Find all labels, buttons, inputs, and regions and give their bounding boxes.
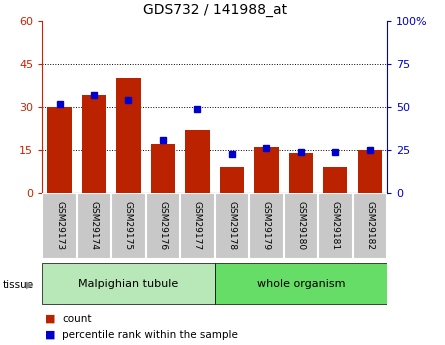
Bar (82, 96, 106, 193)
Text: GSM29174: GSM29174 (89, 201, 98, 250)
Bar (186, 130, 210, 193)
Bar (289, 153, 313, 193)
Bar (48, 107, 72, 193)
Bar (42, 263, 215, 304)
Text: ■: ■ (44, 314, 55, 324)
Text: count: count (62, 314, 92, 324)
Bar (255, 147, 279, 193)
Text: ▶: ▶ (26, 280, 33, 289)
Bar (358, 150, 382, 193)
Bar (324, 167, 348, 193)
Text: GSM29175: GSM29175 (124, 201, 133, 250)
Text: ■: ■ (44, 330, 55, 339)
Text: GSM29180: GSM29180 (296, 201, 305, 250)
Text: percentile rank within the sample: percentile rank within the sample (62, 330, 238, 339)
Text: GSM29176: GSM29176 (158, 201, 167, 250)
Text: GSM29181: GSM29181 (331, 201, 340, 250)
Text: tissue: tissue (2, 280, 33, 289)
Text: GSM29173: GSM29173 (55, 201, 64, 250)
Text: GSM29179: GSM29179 (262, 201, 271, 250)
Title: GDS732 / 141988_at: GDS732 / 141988_at (143, 3, 287, 17)
Bar (220, 167, 244, 193)
Text: Malpighian tubule: Malpighian tubule (78, 279, 178, 289)
Text: GSM29182: GSM29182 (365, 201, 374, 250)
Text: GSM29178: GSM29178 (227, 201, 236, 250)
Text: GSM29177: GSM29177 (193, 201, 202, 250)
Bar (215, 263, 387, 304)
Bar (151, 144, 175, 193)
Text: whole organism: whole organism (257, 279, 345, 289)
Bar (117, 78, 141, 193)
